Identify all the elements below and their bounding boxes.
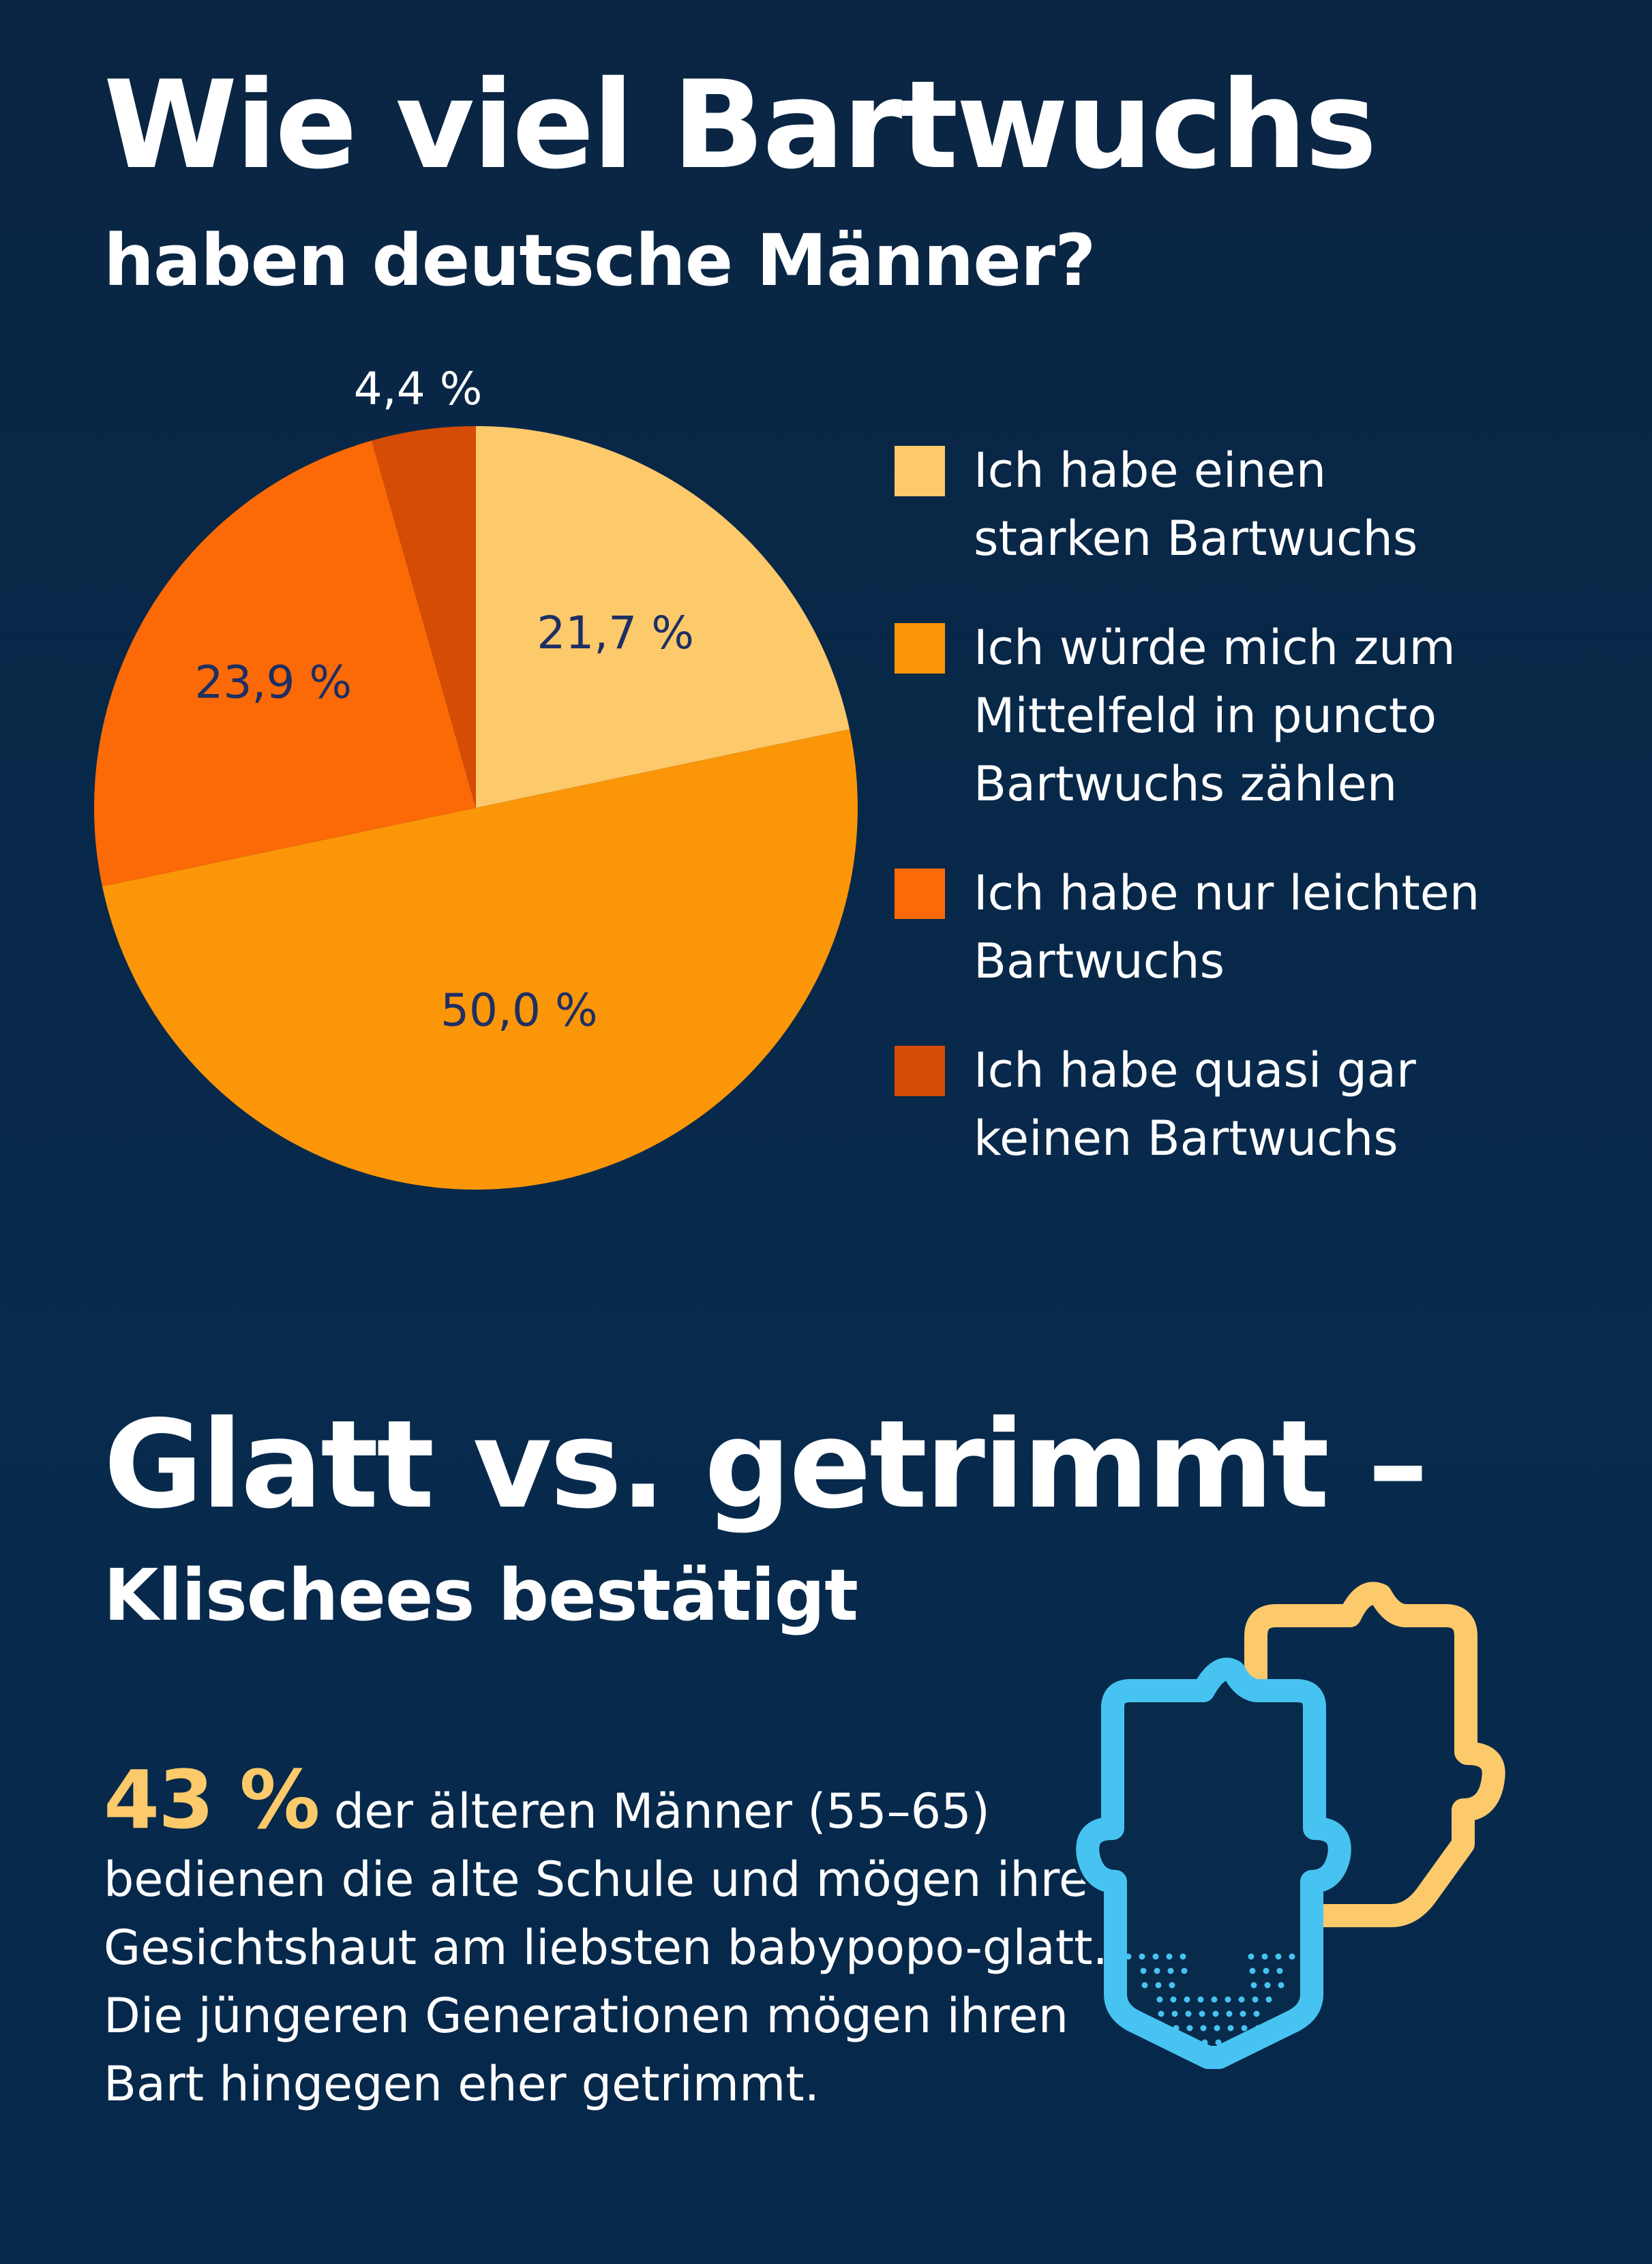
pie-slice [102, 729, 858, 1190]
stubble-dot [1170, 1996, 1177, 2003]
stubble-dot [1211, 1996, 1218, 2003]
stubble-dot [1156, 1996, 1163, 2003]
stubble-dot [1188, 2039, 1195, 2046]
legend-label: Ich habe quasi gar keinen Bartwuchs [974, 1042, 1416, 1166]
legend-swatch [895, 869, 945, 919]
stubble-dot [1216, 2053, 1223, 2060]
pie-slice-label: 23,9 % [195, 656, 352, 709]
pie-slice-label: 50,0 % [440, 984, 598, 1036]
stubble-dot [1139, 1953, 1145, 1960]
stat-highlight: 43 % [104, 1753, 320, 1847]
section-title: Glatt vs. getrimmt – [104, 1394, 1428, 1535]
stubble-dot [1189, 2053, 1196, 2060]
stubble-dot [1154, 1967, 1160, 1974]
stubble-dot [1199, 2010, 1205, 2017]
stubble-dot [1169, 1982, 1175, 1989]
stubble-dot [1181, 1967, 1188, 1974]
stubble-dot [1265, 1996, 1272, 2003]
stubble-dot [1174, 2039, 1181, 2046]
pie-slice [93, 440, 476, 887]
legend-item-middle: Ich würde mich zum Mittelfeld in puncto … [895, 614, 1617, 818]
section-subtitle: Klischees bestätigt [104, 1554, 858, 1637]
pie-chart: 21,7 % 50,0 % 23,9 % 4,4 % [93, 363, 858, 1190]
stubble-dot [1275, 1953, 1282, 1960]
stubble-dot [1158, 2010, 1165, 2017]
stubble-dot [1261, 1953, 1268, 1960]
stubble-dot [1276, 1967, 1283, 1974]
legend-label: Ich habe einen starken Bartwuchs [974, 442, 1418, 567]
stubble-dot [1250, 1982, 1257, 1989]
stubble-dot [1238, 1996, 1245, 2003]
stat-paragraph: 43 % der älteren Männer (55–65) bedienen… [104, 1760, 1126, 2118]
legend-label: Ich habe nur leichten Bartwuchs [974, 865, 1480, 989]
stubble-dot [1240, 2010, 1246, 2017]
stubble-dot [1173, 2025, 1180, 2032]
pie-slice [372, 426, 476, 808]
stubble-dot [1185, 2010, 1192, 2017]
stubble-dot [1229, 2039, 1235, 2046]
stubble-dot [1264, 1982, 1271, 1989]
stubble-dot [1289, 1953, 1295, 1960]
stubble-dot [1241, 2025, 1248, 2032]
legend-swatch [895, 623, 945, 674]
stubble-dot [1203, 2053, 1210, 2060]
faces-illustration [1069, 1582, 1505, 2069]
stubble-dot [1201, 2039, 1208, 2046]
stubble-dot [1263, 1967, 1270, 1974]
stubble-dot [1226, 2010, 1233, 2017]
stubble-dot [1227, 2025, 1234, 2032]
stubble-dot [1248, 1953, 1255, 1960]
pie-slice [476, 426, 850, 808]
stubble-dot [1215, 2039, 1222, 2046]
stubble-dot [1200, 2025, 1207, 2032]
stubble-dot [1180, 1953, 1186, 1960]
legend-item-none: Ich habe quasi gar keinen Bartwuchs [895, 1036, 1617, 1173]
stubble-dot [1212, 2010, 1219, 2017]
stubble-dot [1197, 1996, 1204, 2003]
stat-text-first: der älteren Männer (55–65) [318, 1783, 990, 1839]
stubble-dot [1167, 1967, 1174, 1974]
stubble-dot [1186, 2025, 1193, 2032]
stubble-dot [1171, 2010, 1178, 2017]
stubble-dot [1166, 1953, 1173, 1960]
legend-swatch [895, 1046, 945, 1096]
beard-stubble [1125, 1953, 1295, 2060]
stubble-dot [1278, 1982, 1285, 1989]
chart-legend: Ich habe einen starken Bartwuchs Ich wür… [895, 436, 1617, 1213]
stubble-dot [1230, 2053, 1237, 2060]
legend-item-strong: Ich habe einen starken Bartwuchs [895, 436, 1617, 573]
legend-label: Ich würde mich zum Mittelfeld in puncto … [974, 620, 1456, 812]
stubble-dot [1141, 1982, 1148, 1989]
page-subtitle: haben deutsche Männer? [104, 219, 1096, 302]
stubble-dot [1152, 1953, 1159, 1960]
page-title: Wie viel Bartwuchs [104, 55, 1377, 196]
stubble-dot [1214, 2025, 1220, 2032]
stat-text-rest: bedienen die alte Schule und mögen ihre … [104, 1852, 1108, 2112]
stubble-dot [1255, 2025, 1261, 2032]
stubble-dot [1155, 1982, 1162, 1989]
pie-slice-label: 21,7 % [537, 607, 694, 659]
legend-item-light: Ich habe nur leichten Bartwuchs [895, 859, 1617, 995]
stubble-dot [1252, 1996, 1259, 2003]
stubble-dot [1249, 1967, 1256, 1974]
stubble-dot [1242, 2039, 1249, 2046]
stubble-dot [1140, 1967, 1147, 1974]
pie-slice-label: 4,4 % [354, 363, 483, 415]
stubble-dot [1253, 2010, 1260, 2017]
trimmed-beard-face-icon [1076, 1657, 1351, 2069]
legend-swatch [895, 446, 945, 496]
stubble-dot [1184, 1996, 1190, 2003]
stubble-dot [1125, 1953, 1132, 1960]
stubble-dot [1225, 1996, 1231, 2003]
